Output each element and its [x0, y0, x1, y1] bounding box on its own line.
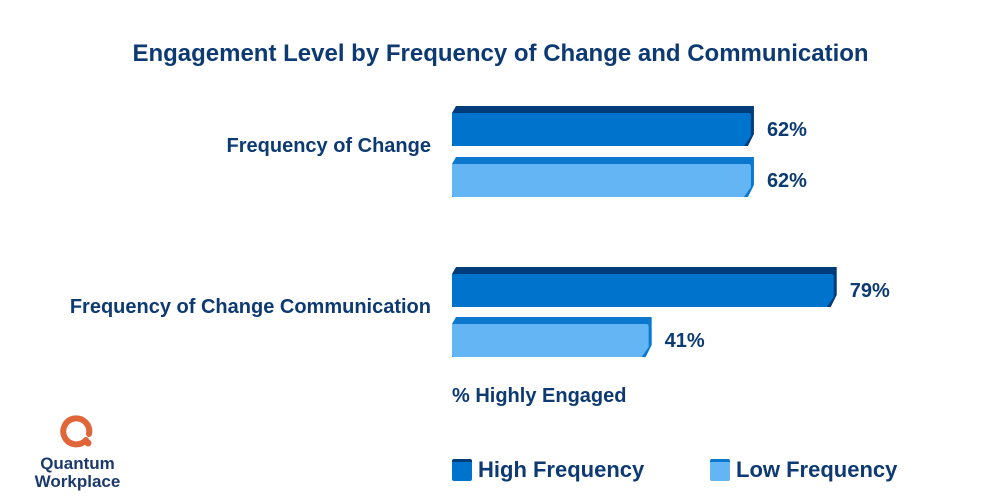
- x-axis-label: % Highly Engaged: [452, 385, 627, 407]
- legend-swatch-low: [710, 459, 730, 481]
- bar-1-0: [452, 164, 751, 197]
- data-label-1-1: 41%: [665, 330, 705, 352]
- logo-mark-icon: [59, 415, 92, 448]
- legend-item-high: High Frequency: [452, 457, 644, 483]
- chart-title: Engagement Level by Frequency of Change …: [132, 40, 869, 67]
- logo-line2: Workplace: [34, 472, 121, 491]
- category-label-1: Frequency of Change Communication: [69, 296, 431, 318]
- bar-0-0: [452, 113, 751, 146]
- legend-swatch-high: [452, 459, 472, 481]
- data-label-1-0: 62%: [767, 170, 807, 192]
- logo-line1: Quantum: [40, 454, 115, 473]
- bar-1-1: [452, 324, 649, 357]
- data-label-0-1: 79%: [850, 280, 890, 302]
- legend-label-low: Low Frequency: [736, 457, 898, 482]
- category-label-0: Frequency of Change: [226, 135, 431, 157]
- legend-item-low: Low Frequency: [710, 457, 897, 483]
- quantum-workplace-logo: Quantum Workplace: [30, 410, 125, 491]
- data-label-0-0: 62%: [767, 119, 807, 141]
- legend-label-high: High Frequency: [478, 457, 645, 482]
- bar-0-1: [452, 274, 834, 307]
